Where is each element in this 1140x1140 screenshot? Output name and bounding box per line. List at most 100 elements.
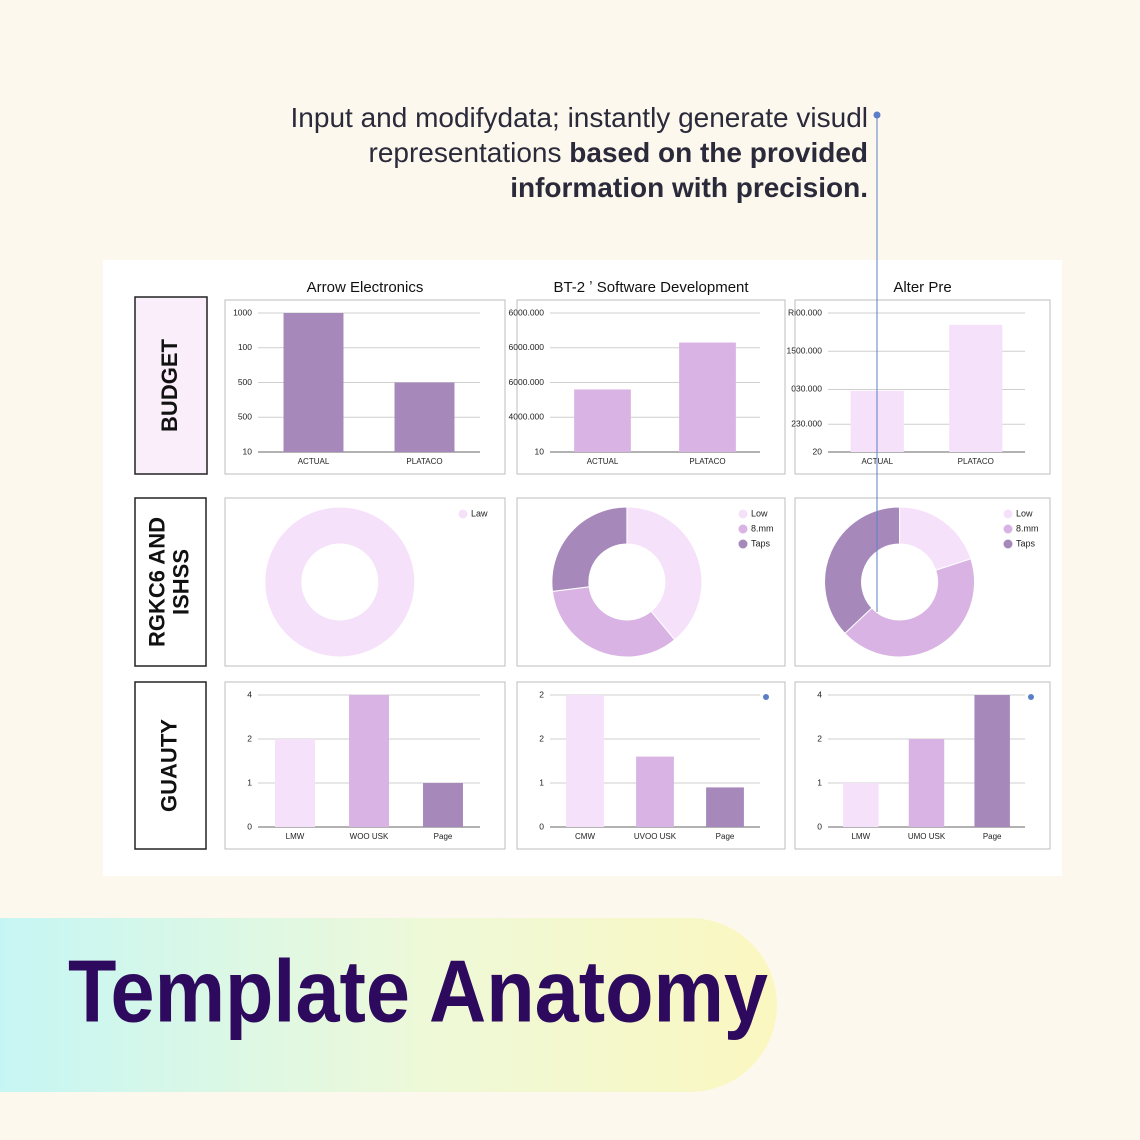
- bar: [679, 342, 736, 452]
- x-tick-label: ACTUAL: [587, 457, 619, 466]
- y-tick-label: 10: [243, 446, 253, 456]
- row-label-box: [134, 497, 207, 667]
- y-tick-label: 6000.000: [509, 342, 545, 352]
- caption-text: Input and modifydata; instantly generate…: [290, 102, 868, 168]
- x-tick-label: UVOO USK: [634, 832, 677, 841]
- y-tick-label: 0: [247, 821, 252, 831]
- y-tick-label: 230.000: [791, 418, 822, 428]
- row-label: ISHSS: [168, 549, 193, 615]
- y-tick-label: 2: [247, 733, 252, 743]
- bar: [636, 756, 674, 827]
- banner-title: Template Anatomy: [68, 941, 768, 1040]
- legend-label: Taps: [1016, 538, 1036, 548]
- row-label-box: [134, 296, 208, 475]
- y-tick-label: 1: [247, 777, 252, 787]
- bar: [394, 382, 455, 452]
- x-tick-label: CMW: [575, 832, 595, 841]
- x-tick-label: PLATACO: [958, 457, 994, 466]
- legend-swatch: [1003, 524, 1013, 534]
- x-tick-label: PLATACO: [406, 457, 442, 466]
- y-tick-label: 6000.000: [509, 307, 545, 317]
- y-tick-label: 500: [238, 377, 252, 387]
- y-tick-label: 2: [539, 689, 544, 699]
- pointer-dot: [763, 694, 769, 700]
- donut-segment: [551, 506, 628, 592]
- bar: [908, 739, 945, 827]
- bar: [566, 695, 604, 827]
- y-tick-label: Ri00.000: [788, 307, 822, 317]
- y-tick-label: 0: [817, 821, 822, 831]
- y-tick-label: 2: [539, 733, 544, 743]
- y-tick-label: 1000: [233, 307, 252, 317]
- y-tick-label: 6000.000: [509, 377, 545, 387]
- bar: [974, 695, 1010, 827]
- chart-frame: [794, 299, 1051, 475]
- y-tick-label: 4: [817, 689, 822, 699]
- banner-bg: [0, 918, 777, 1092]
- x-tick-label: ACTUAL: [861, 457, 893, 466]
- legend-label: 8.mm: [1016, 523, 1039, 533]
- y-tick-label: 4: [247, 689, 252, 699]
- chart-frame: [224, 299, 506, 475]
- donut-segment: [626, 506, 703, 641]
- bar: [423, 783, 463, 827]
- column-title: Alter Pre: [893, 279, 951, 296]
- x-tick-label: UMO USK: [908, 832, 946, 841]
- donut-segment: [551, 586, 676, 658]
- x-tick-label: Page: [434, 832, 453, 841]
- legend-label: Law: [471, 508, 488, 518]
- bar: [843, 783, 879, 827]
- x-tick-label: WOO USK: [350, 832, 389, 841]
- bar: [349, 695, 389, 827]
- y-tick-label: 1: [539, 777, 544, 787]
- bar: [574, 389, 631, 452]
- bar: [275, 739, 315, 827]
- x-tick-label: Page: [716, 832, 735, 841]
- legend-swatch: [738, 539, 748, 549]
- donut-segment: [824, 506, 901, 635]
- x-tick-label: PLATACO: [689, 457, 725, 466]
- donut-segment: [844, 558, 976, 658]
- legend-label: Low: [1016, 508, 1033, 518]
- y-tick-label: 20: [813, 446, 823, 456]
- y-tick-label: 4000.000: [509, 412, 545, 422]
- row-label-box: [134, 681, 207, 850]
- legend-swatch: [458, 509, 468, 519]
- column-title: Arrow Electronics: [307, 279, 424, 296]
- caption-emphasis: based on the provided information with p…: [510, 137, 868, 203]
- row-label: GUAUTY: [156, 719, 181, 812]
- charts: Arrow Electronics BT-2 ʼ Software Develop…: [134, 279, 1051, 850]
- bar: [949, 324, 1003, 452]
- donut-segment: [264, 506, 416, 658]
- x-tick-label: Page: [983, 832, 1002, 841]
- y-tick-label: 1: [817, 777, 822, 787]
- pointer-dot: [873, 111, 881, 119]
- y-tick-label: 030.000: [791, 384, 822, 394]
- legend-label: Low: [751, 508, 768, 518]
- legend-label: 8.mm: [751, 523, 774, 533]
- y-tick-label: 2: [817, 733, 822, 743]
- bar: [283, 313, 344, 452]
- legend-label: Taps: [751, 538, 771, 548]
- legend-swatch: [738, 509, 748, 519]
- x-tick-label: LMW: [851, 832, 870, 841]
- caption: Input and modifydata; instantly generate…: [268, 100, 868, 205]
- bar: [706, 787, 744, 827]
- legend-swatch: [1003, 539, 1013, 549]
- x-tick-label: LMW: [286, 832, 305, 841]
- row-label: BUDGET: [157, 338, 182, 431]
- y-tick-label: 1500.000: [787, 345, 823, 355]
- legend-swatch: [738, 524, 748, 534]
- legend-swatch: [1003, 509, 1013, 519]
- pointer-dot: [1028, 694, 1034, 700]
- y-tick-label: 0: [539, 821, 544, 831]
- y-tick-label: 10: [535, 446, 545, 456]
- row-label: RGKC6 AND: [144, 517, 169, 647]
- column-title: BT-2 ʼ Software Development: [553, 279, 749, 296]
- y-tick-label: 100: [238, 342, 252, 352]
- chart-frame: [516, 299, 786, 475]
- x-tick-label: ACTUAL: [298, 457, 330, 466]
- y-tick-label: 500: [238, 412, 252, 422]
